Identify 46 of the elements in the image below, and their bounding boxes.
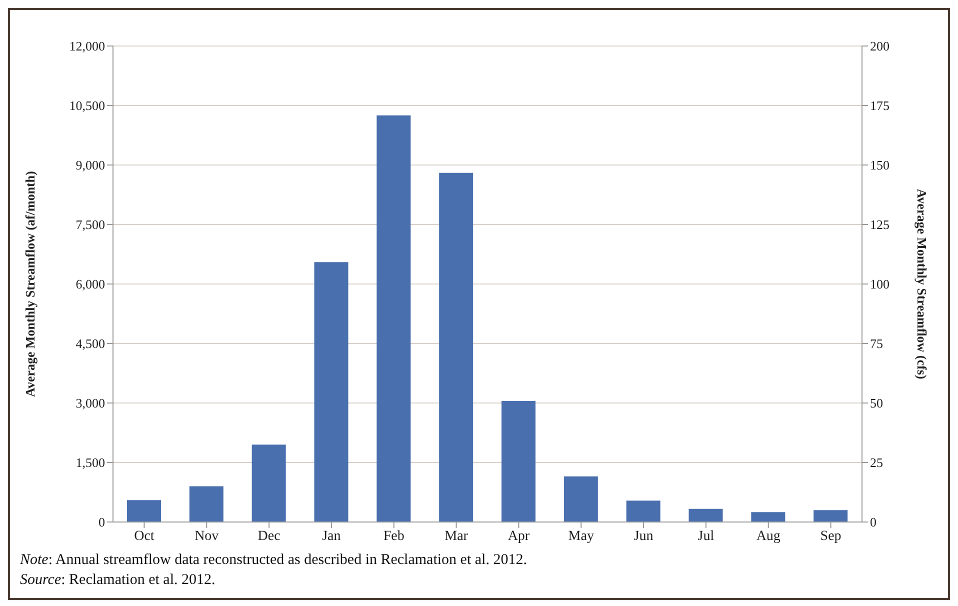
y-tick-label: 0 bbox=[98, 514, 105, 530]
bar bbox=[502, 401, 536, 522]
x-tick-label: Sep bbox=[820, 528, 842, 544]
x-tick-label: Feb bbox=[383, 528, 404, 544]
y-axis-title: Average Monthly Streamflow (af/month) bbox=[22, 171, 38, 397]
y2-tick-label: 50 bbox=[870, 396, 883, 411]
y-tick-label: 7,500 bbox=[76, 217, 105, 232]
x-tick-label: Nov bbox=[194, 528, 219, 544]
y2-tick-label: 125 bbox=[870, 217, 890, 232]
x-tick-label: Oct bbox=[134, 528, 154, 544]
y2-tick-label: 150 bbox=[870, 158, 890, 173]
y2-tick-label: 75 bbox=[870, 336, 883, 352]
bar bbox=[439, 172, 474, 522]
bar bbox=[189, 486, 224, 522]
bar bbox=[314, 262, 348, 522]
x-tick-label: Mar bbox=[444, 528, 468, 544]
y2-tick-label: 0 bbox=[870, 514, 876, 530]
x-tick-label: Jun bbox=[634, 528, 654, 544]
y2-axis-title: Average Monthly Streamflow (cfs) bbox=[914, 188, 930, 380]
y2-tick-label: 200 bbox=[870, 38, 890, 54]
y2-tick-label: 25 bbox=[870, 455, 883, 470]
bar bbox=[376, 115, 411, 522]
y-tick-label: 10,500 bbox=[69, 98, 105, 114]
y-tick-label: 4,500 bbox=[76, 336, 105, 352]
x-tick-label: Dec bbox=[258, 528, 280, 544]
source-note: Source: Reclamation et al. 2012. bbox=[20, 571, 216, 590]
text: Note: Annual streamflow data reconstructed as described in Reclamation et al. 2012. bbox=[20, 551, 528, 570]
y-tick-label: 9,000 bbox=[76, 158, 105, 173]
y-tick-label: 6,000 bbox=[76, 276, 105, 292]
bar bbox=[252, 444, 286, 522]
y-tick-label: 12,000 bbox=[69, 38, 105, 54]
y2-tick-label: 175 bbox=[870, 98, 890, 114]
y-tick-label: 3,000 bbox=[76, 396, 105, 411]
y2-tick-label: 100 bbox=[870, 276, 890, 292]
bar bbox=[127, 500, 161, 522]
bar bbox=[814, 510, 848, 522]
x-tick-label: Jul bbox=[698, 528, 714, 544]
x-tick-label: May bbox=[568, 528, 594, 544]
x-tick-label: Apr bbox=[508, 528, 530, 544]
x-tick-label: Aug bbox=[756, 528, 780, 544]
bar bbox=[688, 508, 723, 522]
y-tick-label: 1,500 bbox=[76, 455, 105, 470]
bar bbox=[626, 500, 660, 522]
x-tick-label: Jan bbox=[322, 528, 341, 544]
bar bbox=[564, 476, 598, 522]
bar bbox=[751, 512, 786, 522]
